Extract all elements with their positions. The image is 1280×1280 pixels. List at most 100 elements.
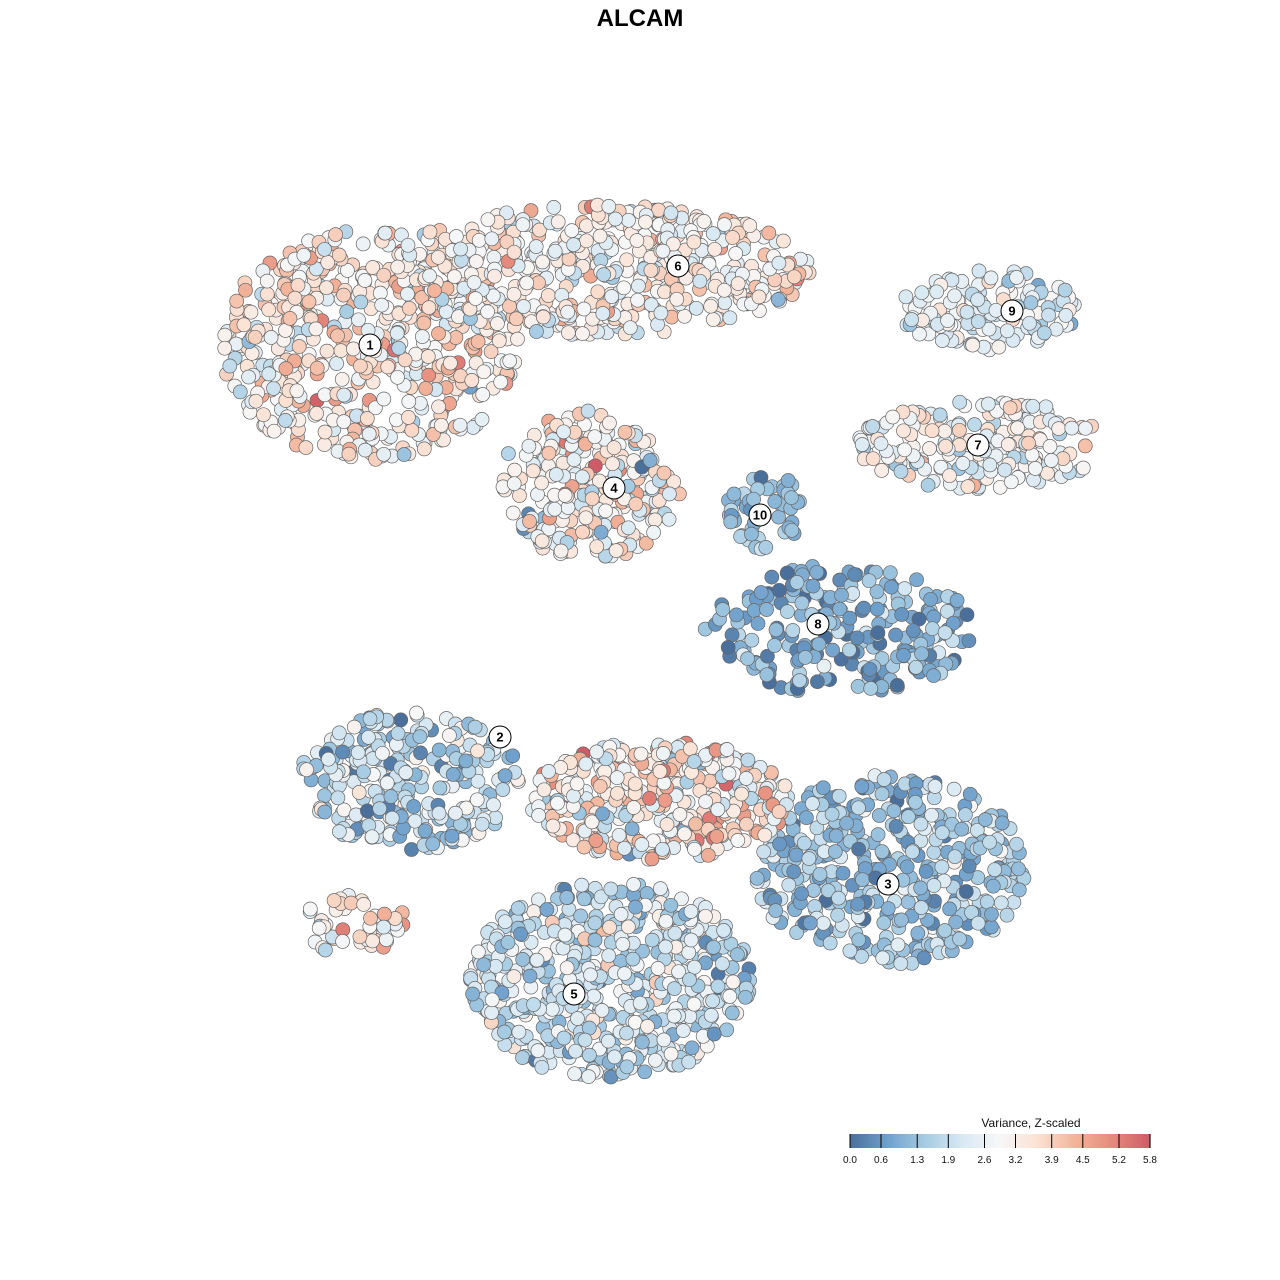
scatter-point — [378, 932, 394, 947]
scatter-point — [926, 878, 942, 893]
scatter-point — [534, 533, 550, 549]
scatter-point — [742, 218, 758, 234]
scatter-point — [850, 896, 866, 912]
scatter-point — [317, 788, 332, 803]
scatter-point — [1009, 836, 1024, 852]
legend-tick-label: 5.8 — [1143, 1155, 1157, 1166]
scatter-point — [592, 228, 608, 244]
scatter-point — [484, 231, 500, 247]
scatter-point — [970, 292, 986, 308]
scatter-point — [750, 616, 766, 631]
scatter-point — [319, 280, 334, 296]
scatter-point — [576, 839, 592, 855]
scatter-point — [474, 412, 490, 427]
scatter-point — [873, 436, 889, 451]
scatter-point — [217, 327, 233, 343]
scatter-point — [719, 1022, 735, 1038]
scatter-point — [893, 464, 909, 479]
scatter-point — [266, 381, 281, 396]
scatter-point — [918, 864, 934, 879]
scatter-point — [781, 877, 797, 893]
scatter-point — [805, 578, 821, 594]
scatter-point — [317, 437, 332, 452]
legend-color-segment — [867, 1134, 871, 1148]
scatter-point — [816, 658, 832, 674]
cluster-label-text: 5 — [570, 987, 577, 1002]
scatter-point — [981, 321, 997, 337]
scatter-point — [970, 915, 986, 931]
legend-color-segment — [1070, 1134, 1074, 1148]
scatter-point — [719, 742, 735, 757]
scatter-point — [321, 751, 336, 767]
scatter-point — [621, 919, 636, 935]
scatter-point — [789, 925, 804, 940]
scatter-point — [669, 291, 685, 307]
scatter-point — [715, 602, 731, 617]
scatter-point — [508, 311, 524, 327]
scatter-point — [659, 817, 675, 832]
scatter-point — [261, 302, 277, 318]
legend-color-segment — [882, 1134, 886, 1148]
scatter-point — [952, 422, 967, 438]
scatter-point — [760, 648, 775, 664]
scatter-point — [589, 744, 605, 760]
scatter-point — [937, 423, 953, 439]
scatter-point — [729, 607, 744, 623]
scatter-point — [720, 640, 736, 655]
scatter-point — [480, 304, 495, 320]
scatter-point — [786, 864, 802, 879]
legend-color-segment — [1132, 1134, 1136, 1148]
scatter-point — [468, 291, 483, 306]
legend-color-segment — [927, 1134, 931, 1148]
scatter-point — [834, 587, 849, 603]
scatter-point — [984, 919, 999, 935]
scatter-point — [794, 886, 809, 901]
scatter-point — [217, 340, 233, 356]
legend-color-segment — [987, 1134, 991, 1148]
scatter-point — [883, 579, 899, 595]
scatter-point — [870, 827, 886, 842]
scatter-point — [816, 915, 831, 931]
cluster-label-text: 7 — [974, 438, 981, 453]
scatter-point — [653, 305, 669, 321]
scatter-point — [851, 932, 867, 948]
scatter-point — [977, 812, 993, 827]
scatter-point — [488, 958, 504, 974]
scatter-point — [261, 366, 277, 382]
scatter-point — [611, 827, 627, 843]
scatter-point — [652, 764, 668, 779]
scatter-point — [401, 394, 417, 409]
scatter-point — [535, 254, 550, 270]
scatter-point — [987, 862, 1003, 878]
scatter-point — [730, 947, 745, 962]
scatter-point — [830, 907, 846, 923]
scatter-point — [586, 988, 602, 1004]
scatter-point — [776, 233, 791, 249]
scatter-point — [999, 907, 1015, 923]
scatter-point — [232, 384, 248, 400]
scatter-point — [465, 986, 480, 1002]
scatter-point — [744, 526, 759, 542]
scatter-point — [579, 218, 594, 234]
scatter-point — [484, 992, 500, 1008]
scatter-point — [657, 284, 672, 300]
legend-color-segment — [980, 1134, 984, 1148]
scatter-point — [592, 778, 608, 794]
scatter-point — [468, 254, 484, 269]
scatter-point — [1009, 270, 1024, 285]
scatter-point — [1023, 295, 1039, 311]
scatter-point — [556, 424, 571, 440]
scatter-point — [352, 929, 368, 945]
scatter-point — [588, 833, 604, 848]
scatter-point — [1011, 861, 1026, 877]
legend-color-segment — [850, 1134, 854, 1148]
scatter-point — [770, 292, 786, 307]
scatter-point — [619, 1025, 634, 1041]
legend-color-segment — [857, 1134, 861, 1148]
legend-color-segment — [1047, 1134, 1051, 1148]
scatter-point — [561, 325, 576, 341]
scatter-point — [1036, 325, 1052, 341]
scatter-point — [926, 668, 941, 683]
legend-color-segment — [1020, 1134, 1024, 1148]
scatter-point — [805, 796, 820, 811]
